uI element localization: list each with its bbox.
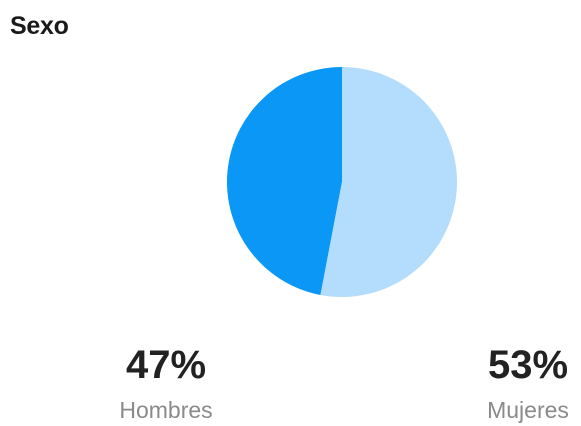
pie-chart xyxy=(226,66,458,298)
pie-slice-hombres xyxy=(227,67,342,295)
stat-hombres: 47% Hombres xyxy=(86,345,246,422)
pie-slice-mujeres xyxy=(320,67,458,297)
chart-title: Sexo xyxy=(10,12,69,40)
pie-chart-svg xyxy=(227,67,458,297)
stat-mujeres: 53% Mujeres xyxy=(448,345,581,422)
stat-hombres-value: 47% xyxy=(125,343,207,387)
stat-mujeres-label: Mujeres xyxy=(487,397,569,423)
stat-mujeres-value: 53% xyxy=(487,343,569,387)
stat-hombres-label: Hombres xyxy=(119,397,213,423)
